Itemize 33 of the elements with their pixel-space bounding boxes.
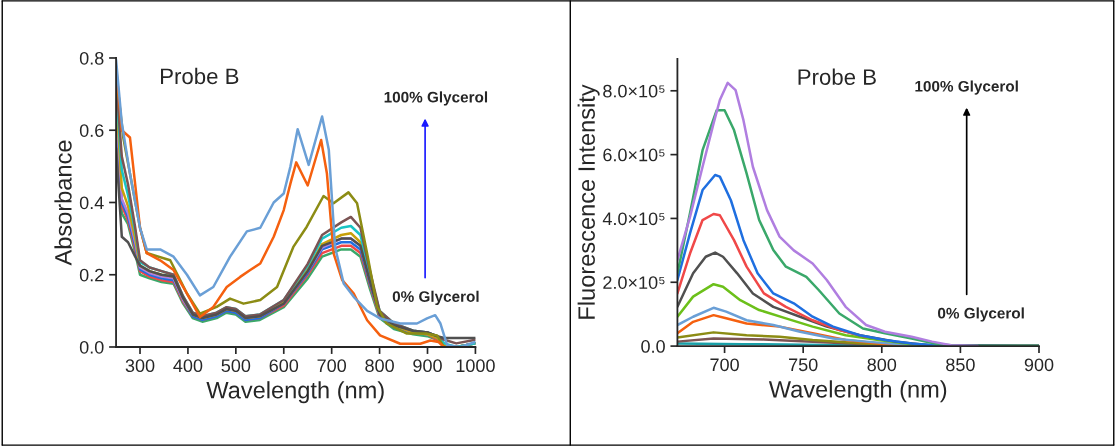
x-tick-label: 700 [710,358,739,372]
y-tick-label: 0.6 [79,124,104,137]
x-tick-label: 500 [221,359,251,373]
x-tick-label: 1000 [456,359,495,373]
y-axis-title: Absorbance [54,140,72,266]
x-tick-label: 900 [1024,358,1054,372]
annotation: 0% Glycerol [392,290,479,305]
y-tick-label: 0.8 [79,51,104,65]
x-tick-label: 400 [173,359,203,373]
x-tick-label: 850 [946,358,975,372]
y-tick-label: 0.0 [641,340,665,353]
x-tick-label: 600 [269,359,299,373]
y-tick-label: 4.0×10⁵ [602,212,665,226]
x-tick-label: 900 [413,359,442,373]
annotation: Probe B [798,68,876,85]
annotation: 0% Glycerol [938,307,1024,322]
annotation: 100% Glycerol [915,80,1018,95]
x-axis-title: Wavelength (nm) [206,381,384,404]
x-tick-label: 800 [867,358,897,372]
y-tick-label: 8.0×10⁵ [603,84,665,98]
x-tick-label: 800 [365,359,394,373]
annotation: 100% Glycerol [384,91,488,106]
x-tick-label: 750 [789,358,818,372]
x-tick-label: 700 [317,359,347,373]
y-tick-label: 0.4 [79,196,104,210]
y-tick-label: 0.2 [79,268,104,282]
annotation: Probe B [161,67,239,85]
y-tick-label: 2.0×10⁵ [603,276,665,289]
y-tick-label: 6.0×10⁵ [603,148,665,162]
y-axis-title: Fluorescence Intensity [577,84,600,319]
x-tick-label: 300 [125,359,155,373]
x-axis-title: Wavelength (nm) [768,380,947,403]
y-tick-label: 0.0 [79,340,104,354]
